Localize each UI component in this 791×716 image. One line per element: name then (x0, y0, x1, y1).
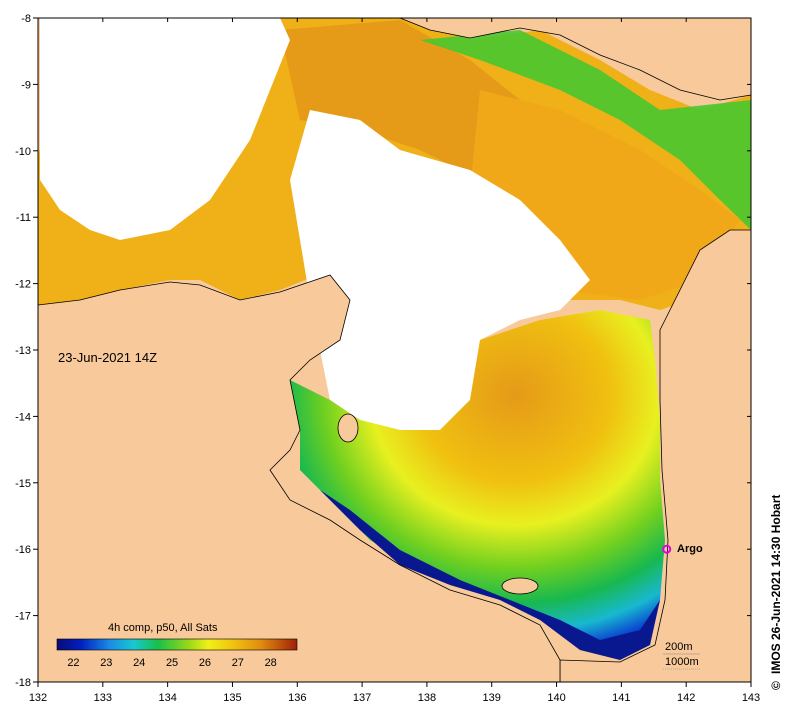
legend-label: 26 (199, 657, 211, 669)
credit-text: IMOS 26-Jun-2021 14:30 Hobart (769, 495, 783, 674)
lat-tick-label: -10 (15, 146, 31, 158)
lat-tick-label: -15 (15, 478, 31, 490)
lat-tick-label: -17 (15, 611, 31, 623)
sst-legend: 4h comp, p50, All Sats 22 23 24 25 26 27 28 (56, 622, 298, 669)
lon-tick-label: 132 (29, 692, 47, 704)
lon-tick-label: 135 (223, 692, 241, 704)
sst-south-coast-cold (320, 490, 660, 660)
sst-gulf-field (290, 310, 665, 650)
lon-tick-label: 136 (288, 692, 306, 704)
lat-tick-label: -12 (15, 279, 31, 291)
lon-tick-label: 138 (418, 692, 436, 704)
legend-label: 27 (232, 657, 244, 669)
legend-label: 24 (133, 657, 145, 669)
land-arnhem (37, 274, 561, 683)
legend-label: 22 (67, 657, 79, 669)
legend-colorbar (56, 638, 298, 651)
argo-marker[interactable] (662, 544, 672, 554)
lat-tick-label: -18 (15, 677, 31, 689)
lon-tick-label: 137 (353, 692, 371, 704)
argo-label: Argo (677, 543, 703, 555)
lat-tick-label: -8 (21, 13, 31, 25)
lat-tick-label: -14 (15, 411, 31, 423)
longitude-axis: 132 133 134 135 136 137 138 139 140 141 142 143 (29, 18, 760, 704)
legend-label: 25 (166, 657, 178, 669)
lat-tick-label: -16 (15, 544, 31, 556)
cloud-north-west (40, 18, 290, 240)
legend-title: 4h comp, p50, All Sats (108, 622, 218, 634)
lat-tick-label: -11 (16, 212, 31, 224)
lon-tick-label: 143 (742, 692, 760, 704)
date-label: 23-Jun-2021 14Z (58, 350, 157, 365)
lat-tick-label: -13 (15, 345, 31, 357)
legend-label: 23 (100, 657, 112, 669)
isobath-1000m: 1000m (665, 656, 699, 668)
lon-tick-label: 133 (94, 692, 112, 704)
isobath-key: 200m 1000m (663, 641, 700, 670)
land-groote-eylandt (337, 413, 359, 443)
credit-symbol: © (769, 681, 783, 690)
sst-northeast-green (420, 30, 751, 230)
land-mornington-island (501, 577, 539, 595)
lon-tick-label: 134 (158, 692, 176, 704)
lon-tick-label: 139 (483, 692, 501, 704)
cloud-central (290, 110, 590, 430)
credit: © IMOS 26-Jun-2021 14:30 Hobart (769, 495, 783, 690)
legend-label: 28 (265, 657, 277, 669)
isobath-200m: 200m (665, 641, 693, 653)
latitude-axis: -8 -9 -10 -11 -12 -13 -14 -15 -16 -17 -18 (15, 13, 751, 689)
legend-labels: 22 23 24 25 26 27 28 (67, 657, 277, 669)
lat-tick-label: -9 (21, 79, 31, 91)
lon-tick-label: 141 (612, 692, 630, 704)
lon-tick-label: 140 (547, 692, 565, 704)
lon-tick-label: 142 (677, 692, 695, 704)
